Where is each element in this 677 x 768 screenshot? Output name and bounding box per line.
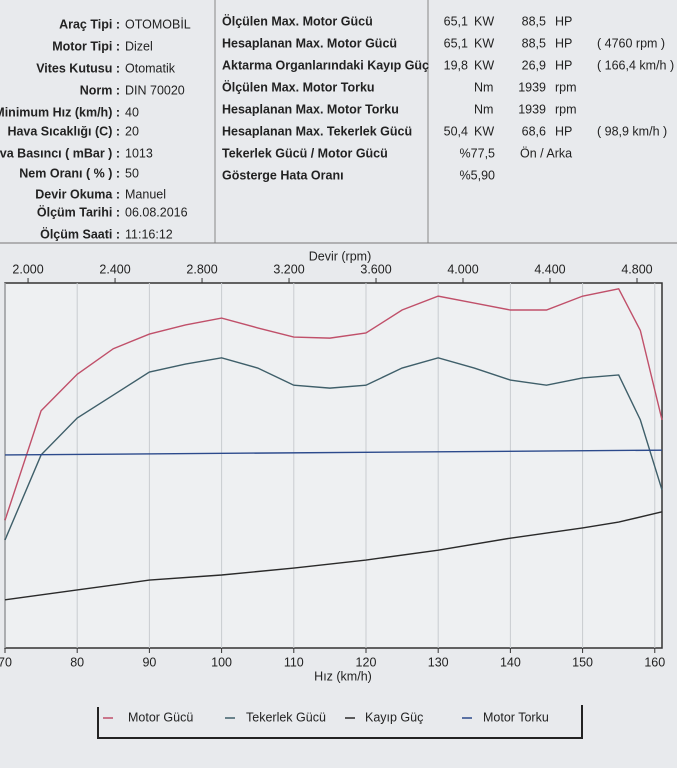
x2-tick-label: 2.000 — [12, 262, 43, 276]
result-value: %5,90 — [460, 168, 495, 182]
info-label: Ölçüm Tarihi : — [37, 204, 120, 219]
x-axis-title: Hız (km/h) — [314, 669, 372, 683]
legend-label: Tekerlek Gücü — [246, 710, 326, 724]
x2-tick-label: 4.800 — [621, 262, 652, 276]
info-label: Devir Okuma : — [35, 187, 120, 201]
result-label: Tekerlek Gücü / Motor Gücü — [222, 146, 388, 160]
x-tick-label: 110 — [284, 655, 304, 669]
legend-label: Kayıp Güç — [365, 710, 423, 724]
series-line — [4, 511, 663, 601]
plot-area — [4, 282, 663, 649]
result-label: Ölçülen Max. Motor Gücü — [222, 13, 373, 28]
result-label: Hesaplanan Max. Motor Torku — [222, 102, 399, 116]
info-label: Hava Basıncı ( mBar ) : — [0, 146, 120, 160]
info-value: 1013 — [125, 146, 153, 160]
info-value: 06.08.2016 — [125, 205, 188, 219]
result-value: 26,9 — [522, 58, 546, 72]
x-tick-label: 120 — [356, 655, 377, 669]
info-label: Hava Sıcaklığı (C) : — [7, 124, 120, 138]
result-value: 88,5 — [522, 36, 546, 50]
info-value: 50 — [125, 166, 139, 180]
x-tick-label: 80 — [70, 655, 84, 669]
result-value: 50,4 — [444, 124, 468, 138]
x-tick-label: 90 — [142, 655, 156, 669]
x-tick-label: 100 — [211, 655, 232, 669]
info-value: 11:16:12 — [125, 227, 173, 241]
info-value: 40 — [125, 105, 139, 119]
x-tick-label: 130 — [428, 655, 449, 669]
result-unit: HP — [555, 124, 572, 138]
result-unit: rpm — [555, 102, 577, 116]
info-label: Vites Kutusu : — [36, 61, 120, 75]
result-label: Aktarma Organlarındaki Kayıp Güç — [222, 58, 429, 72]
result-label: Ölçülen Max. Motor Torku — [222, 79, 375, 94]
x2-tick-label: 3.200 — [273, 262, 304, 276]
legend-box — [97, 705, 583, 739]
result-value: %77,5 — [460, 146, 495, 160]
x2-tick-label: 2.400 — [99, 262, 130, 276]
result-value: Ön / Arka — [520, 146, 572, 160]
series-line — [4, 449, 663, 456]
info-label: Norm : — [80, 83, 120, 97]
x2-tick-label: 4.000 — [447, 262, 478, 276]
x2-axis-title: Devir (rpm) — [309, 249, 372, 263]
info-label: Motor Tipi : — [52, 39, 120, 53]
result-unit: KW — [474, 14, 494, 28]
result-value: 65,1 — [444, 14, 468, 28]
x-tick-label: 70 — [0, 655, 12, 669]
result-unit: rpm — [555, 80, 577, 94]
x-tick-label: 150 — [572, 655, 593, 669]
x2-tick-label: 2.800 — [186, 262, 217, 276]
x2-tick-label: 3.600 — [360, 262, 391, 276]
info-label: Minimum Hız (km/h) : — [0, 105, 120, 119]
result-unit: HP — [555, 36, 572, 50]
result-unit: KW — [474, 36, 494, 50]
series-line — [4, 288, 663, 521]
x2-tick-label: 4.400 — [534, 262, 565, 276]
info-value: DIN 70020 — [125, 83, 185, 97]
result-value: 88,5 — [522, 14, 546, 28]
result-value: 1939 — [518, 102, 546, 116]
series-line — [4, 357, 663, 541]
info-value: Otomatik — [125, 61, 176, 75]
result-note: ( 98,9 km/h ) — [597, 124, 667, 138]
info-value: Dizel — [125, 39, 153, 53]
result-unit: KW — [474, 124, 494, 138]
info-label: Nem Oranı ( % ) : — [19, 166, 120, 180]
x-tick-label: 140 — [500, 655, 521, 669]
result-unit: KW — [474, 58, 494, 72]
result-value: 19,8 — [444, 58, 468, 72]
info-value: Manuel — [125, 187, 166, 201]
legend-label: Motor Torku — [483, 710, 549, 724]
result-note: ( 166,4 km/h ) — [597, 58, 674, 72]
result-label: Hesaplanan Max. Tekerlek Gücü — [222, 124, 412, 138]
result-unit: HP — [555, 58, 572, 72]
result-note: ( 4760 rpm ) — [597, 36, 665, 50]
result-value: 65,1 — [444, 36, 468, 50]
result-value: 68,6 — [522, 124, 546, 138]
result-unit: Nm — [474, 80, 493, 94]
result-unit: HP — [555, 14, 572, 28]
result-unit: Nm — [474, 102, 493, 116]
info-label: Araç Tipi : — [59, 17, 120, 31]
info-value: OTOMOBİL — [125, 17, 191, 31]
result-value: 1939 — [518, 80, 546, 94]
info-value: 20 — [125, 124, 139, 138]
result-label: Hesaplanan Max. Motor Gücü — [222, 36, 397, 50]
info-label: Ölçüm Saati : — [40, 226, 120, 241]
x-tick-label: 160 — [644, 655, 665, 669]
result-label: Gösterge Hata Oranı — [222, 168, 344, 182]
legend-label: Motor Gücü — [128, 710, 193, 724]
